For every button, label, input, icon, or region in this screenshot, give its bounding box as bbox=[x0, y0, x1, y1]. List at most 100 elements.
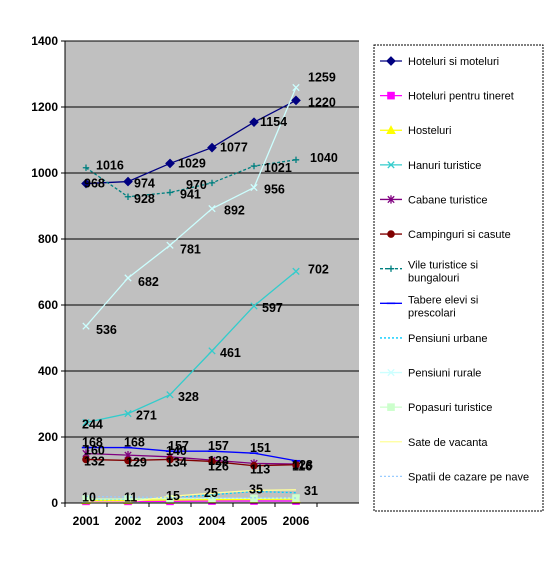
x-tick-label: 2001 bbox=[73, 514, 100, 528]
series-4 bbox=[82, 267, 300, 427]
x-tick-label: 2003 bbox=[157, 514, 184, 528]
legend-marker bbox=[387, 91, 395, 100]
data-label: 968 bbox=[84, 177, 105, 191]
series-line bbox=[85, 270, 297, 424]
legend-label: Tabere elevi si prescolari bbox=[408, 294, 478, 319]
legend-label: Cabane turistice bbox=[408, 194, 488, 206]
y-tick-label: 1000 bbox=[31, 166, 58, 180]
data-label: 1154 bbox=[260, 115, 287, 129]
data-label: 157 bbox=[208, 439, 229, 453]
legend-label: Campinguri si casute bbox=[408, 229, 511, 241]
y-tick-label: 200 bbox=[38, 430, 58, 444]
data-label: 129 bbox=[126, 455, 147, 469]
data-label: 15 bbox=[166, 489, 180, 503]
data-point bbox=[166, 391, 174, 399]
legend-marker bbox=[387, 403, 395, 411]
series-line bbox=[85, 452, 297, 465]
series-9 bbox=[85, 490, 297, 501]
x-tick-label: 2005 bbox=[241, 514, 268, 528]
y-tick-label: 1400 bbox=[31, 34, 58, 48]
data-point bbox=[166, 494, 174, 503]
data-label: 25 bbox=[204, 486, 218, 500]
data-label: 10 bbox=[82, 491, 96, 505]
data-point bbox=[82, 418, 90, 427]
data-label: 157 bbox=[168, 439, 189, 453]
legend-item: Spatii de cazare pe nave bbox=[380, 471, 529, 483]
data-point bbox=[124, 456, 132, 465]
data-label: 1040 bbox=[310, 151, 338, 165]
data-label: 1077 bbox=[220, 141, 248, 155]
series-line bbox=[85, 87, 297, 327]
data-point bbox=[250, 183, 258, 192]
legend-item: Hosteluri bbox=[380, 125, 451, 137]
data-point bbox=[292, 156, 300, 163]
data-point bbox=[208, 179, 216, 187]
legend-marker bbox=[387, 161, 395, 169]
data-label: 151 bbox=[250, 441, 271, 455]
data-label: 597 bbox=[262, 301, 283, 315]
data-label: 1021 bbox=[264, 161, 292, 175]
data-point bbox=[166, 455, 174, 464]
series-line bbox=[85, 490, 297, 501]
data-label: 128 bbox=[208, 454, 229, 468]
data-label: 702 bbox=[308, 262, 329, 276]
y-tick-label: 400 bbox=[38, 364, 58, 378]
data-label: 128 bbox=[292, 458, 313, 472]
data-label: 11 bbox=[124, 490, 137, 504]
data-point bbox=[250, 461, 258, 470]
data-label: 974 bbox=[134, 177, 155, 191]
data-point bbox=[292, 267, 300, 275]
legend-item: Pensiuni rurale bbox=[380, 368, 481, 380]
data-label: 1259 bbox=[308, 71, 336, 85]
legend-item: Sate de vacanta bbox=[380, 437, 488, 449]
legend-label: Hoteluri pentru tineret bbox=[408, 91, 514, 103]
legend-item: Hoteluri pentru tineret bbox=[380, 91, 514, 103]
series-12 bbox=[86, 489, 297, 503]
series-7 bbox=[82, 156, 300, 200]
series-11 bbox=[82, 494, 300, 503]
data-label: 956 bbox=[264, 183, 285, 197]
legend-marker bbox=[387, 195, 395, 204]
series-line bbox=[86, 497, 297, 500]
data-point bbox=[292, 494, 300, 502]
series-line bbox=[86, 498, 297, 502]
series-line bbox=[85, 495, 297, 499]
data-point bbox=[166, 241, 174, 249]
data-label: 31 bbox=[304, 484, 318, 498]
legend-label: Hanuri turistice bbox=[408, 160, 481, 172]
data-label: 271 bbox=[136, 409, 157, 423]
legend-label: Popasuri turistice bbox=[408, 402, 492, 414]
series-line bbox=[85, 159, 297, 198]
legend-label: Pensiuni rurale bbox=[408, 368, 481, 380]
legend-item: Hanuri turistice bbox=[380, 160, 481, 172]
data-point bbox=[208, 204, 216, 213]
data-label: 1016 bbox=[96, 159, 124, 173]
data-label: 1220 bbox=[308, 95, 336, 109]
legend-item: Tabere elevi si prescolari bbox=[380, 294, 478, 319]
legend-item: Pensiuni urbane bbox=[380, 333, 488, 345]
series-13 bbox=[85, 495, 297, 499]
series-line bbox=[86, 446, 297, 462]
x-tick-label: 2006 bbox=[283, 514, 310, 528]
legend-label: Spatii de cazare pe nave bbox=[408, 471, 529, 483]
legend-label: Hoteluri si moteluri bbox=[408, 56, 499, 68]
legend-label: Hosteluri bbox=[408, 125, 451, 137]
legend bbox=[373, 44, 544, 512]
x-tick-label: 2002 bbox=[115, 514, 142, 528]
y-tick-label: 600 bbox=[38, 298, 58, 312]
legend-item: Campinguri si casute bbox=[380, 229, 511, 241]
series-8 bbox=[81, 446, 301, 462]
legend-marker bbox=[387, 265, 395, 272]
data-point bbox=[124, 409, 132, 418]
legend-marker bbox=[386, 125, 396, 135]
legend-label: Vile turistice si bungalouri bbox=[408, 260, 478, 285]
data-label: 116 bbox=[292, 460, 312, 474]
data-point bbox=[249, 117, 259, 128]
data-point bbox=[250, 494, 258, 503]
plot-area bbox=[65, 41, 359, 503]
x-tick-label: 2004 bbox=[199, 514, 226, 528]
legend-item: Hoteluri si moteluri bbox=[380, 56, 499, 68]
data-point bbox=[81, 178, 91, 189]
data-point bbox=[124, 193, 132, 200]
